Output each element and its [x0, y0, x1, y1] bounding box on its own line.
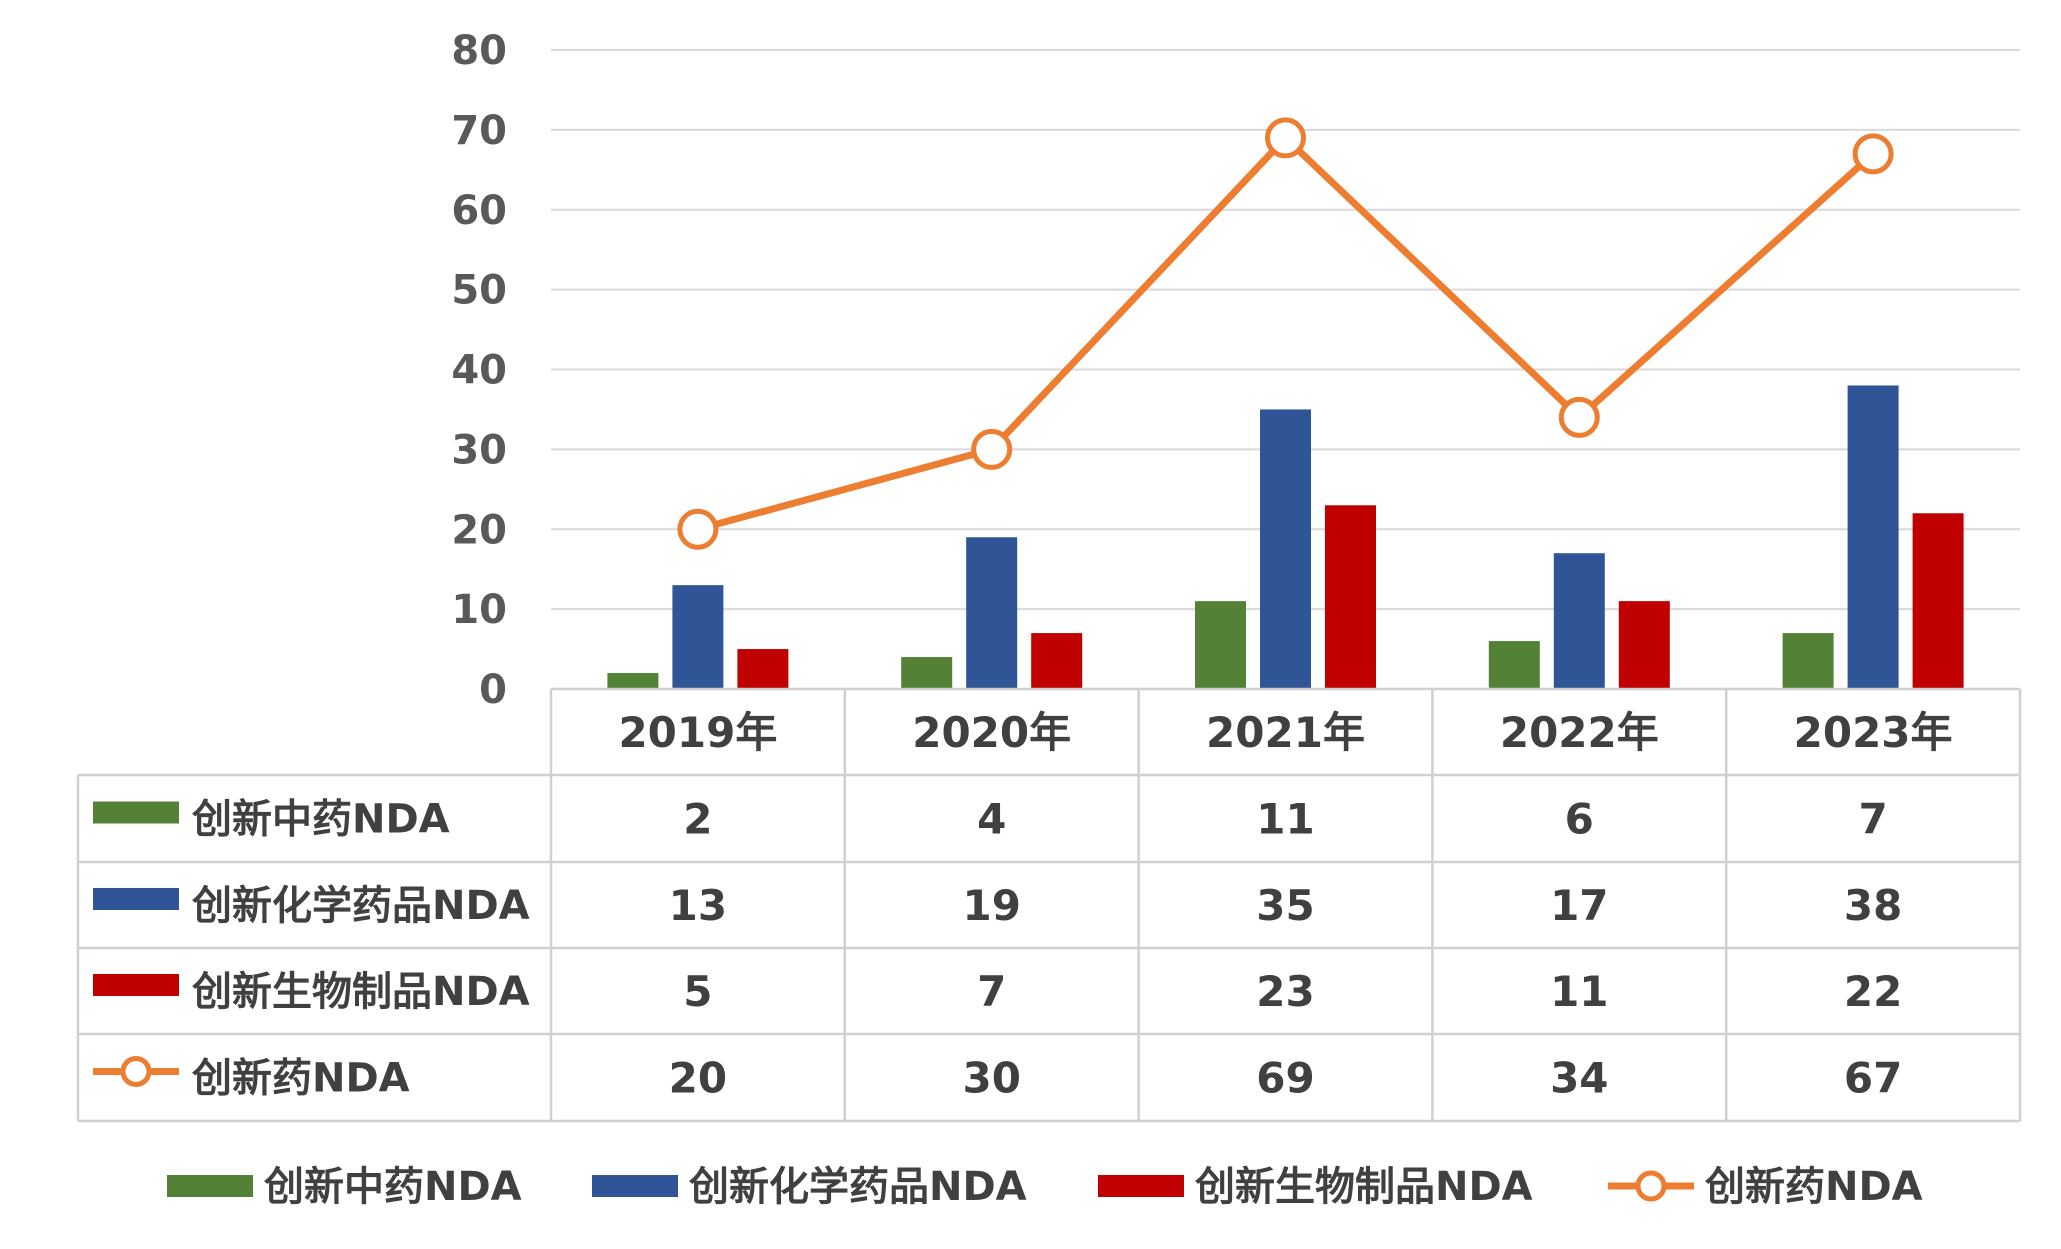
category-label: 2021年: [1206, 708, 1365, 757]
legend-swatch: [93, 974, 179, 996]
legend-label: 创新化学药品NDA: [689, 1164, 1027, 1210]
y-tick-label: 60: [451, 188, 507, 234]
legend-swatch: [93, 801, 179, 824]
y-tick-label: 70: [451, 108, 507, 154]
y-tick-label: 20: [451, 507, 507, 553]
data-label: 34: [1550, 1054, 1608, 1103]
legend-swatch: [1098, 1175, 1184, 1197]
category-label: 2020年: [912, 708, 1071, 757]
data-label: 19: [962, 881, 1020, 930]
bar: [966, 537, 1018, 689]
data-label: 7: [977, 967, 1006, 1016]
data-label: 23: [1256, 967, 1314, 1016]
bars: [607, 385, 1964, 689]
bar: [1195, 601, 1246, 689]
data-label: 17: [1550, 881, 1608, 930]
legend-swatch: [592, 1175, 678, 1197]
legend-label: 创新生物制品NDA: [1195, 1164, 1533, 1210]
data-label: 4: [977, 795, 1006, 844]
data-label: 6: [1565, 795, 1594, 844]
y-tick-label: 10: [451, 587, 507, 633]
line-marker: [677, 508, 719, 550]
category-label: 2019年: [618, 708, 777, 757]
row-label: 创新生物制品NDA: [192, 969, 530, 1015]
bar: [737, 649, 789, 689]
row-label: 创新化学药品NDA: [192, 883, 530, 929]
legend-label: 创新中药NDA: [264, 1164, 522, 1210]
legend-swatch: [93, 888, 179, 910]
data-label: 67: [1844, 1054, 1902, 1103]
bar: [1553, 553, 1605, 689]
y-tick-label: 80: [451, 28, 507, 74]
data-label: 22: [1844, 967, 1902, 1016]
data-label: 13: [669, 881, 727, 930]
bar: [1782, 633, 1834, 689]
legend-swatch: [167, 1175, 253, 1197]
y-tick-label: 50: [451, 268, 507, 314]
data-label: 38: [1844, 881, 1902, 930]
row-label: 创新中药NDA: [192, 797, 450, 843]
data-label: 7: [1858, 795, 1887, 844]
bar: [607, 673, 659, 689]
bar: [1847, 385, 1899, 689]
category-label: 2022年: [1500, 708, 1659, 757]
data-label: 35: [1256, 881, 1314, 930]
bar: [1031, 633, 1083, 689]
line-marker: [1265, 117, 1306, 159]
data-label: 30: [962, 1054, 1020, 1103]
data-label: 11: [1256, 795, 1314, 844]
line-marker: [1852, 133, 1894, 175]
bar: [1260, 409, 1311, 689]
legend-swatch: [1635, 1170, 1667, 1202]
line-marker: [971, 428, 1013, 470]
y-tick-label: 30: [451, 427, 507, 473]
y-axis-ticks: 0 10 20 30 40 50 60 70 80: [451, 28, 507, 713]
y-tick-label: 40: [451, 348, 507, 394]
legend: 创新中药NDA 创新化学药品NDA 创新生物制品NDA 创新药NDA: [167, 1164, 1923, 1210]
bar: [1325, 505, 1376, 689]
bar: [672, 585, 724, 689]
data-label: 5: [683, 967, 712, 1016]
data-label: 2: [683, 795, 712, 844]
category-label: 2023年: [1794, 708, 1953, 757]
data-label: 20: [669, 1054, 727, 1103]
row-label: 创新药NDA: [192, 1056, 410, 1102]
data-label: 11: [1550, 967, 1608, 1016]
line-marker: [1558, 396, 1600, 438]
legend-label: 创新药NDA: [1705, 1164, 1923, 1210]
data-label: 69: [1256, 1054, 1314, 1103]
line-series: [677, 117, 1894, 550]
bar: [1618, 601, 1670, 689]
legend-swatch: [120, 1056, 152, 1087]
bar: [901, 657, 953, 689]
bar: [1912, 513, 1964, 689]
bar: [1488, 641, 1540, 689]
y-tick-label: 0: [479, 667, 507, 713]
